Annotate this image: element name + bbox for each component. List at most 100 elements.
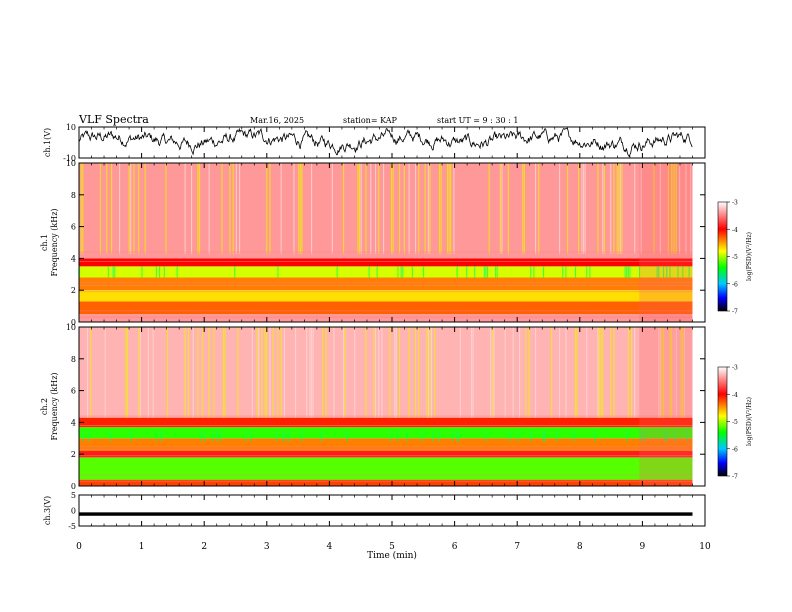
spectrogram-stripe <box>408 163 410 254</box>
time-tick-label: 7 <box>514 542 520 552</box>
spectrogram-stripe <box>544 430 546 442</box>
spectrogram-stripe <box>139 327 141 418</box>
spectrogram-stripe <box>90 327 92 418</box>
spectrogram-stripe <box>375 163 377 254</box>
spectrogram-stripe <box>677 266 679 278</box>
date-label: Mar.16, 2025 <box>250 116 304 125</box>
spectrogram-stripe <box>282 430 284 442</box>
spectrogram-stripe <box>586 327 588 418</box>
spectrogram-stripe <box>160 430 162 442</box>
spectrogram-band <box>79 290 693 302</box>
colorbar-tick-label: -6 <box>732 446 738 453</box>
spectrogram-stripe <box>301 163 303 254</box>
spectrogram-stripe <box>383 163 385 254</box>
ch1-ylabel: ch.1(V) <box>43 128 52 157</box>
spectrogram-stripe <box>312 327 314 418</box>
spectrogram-stripe <box>197 163 199 254</box>
spectrogram-stripe <box>264 327 266 418</box>
spectrogram-stripe <box>573 430 575 442</box>
spectrogram-stripe <box>293 163 295 254</box>
time-axis-label: Time (min) <box>367 550 417 561</box>
start-ut-label: start UT = 9 : 30 : 1 <box>437 116 518 125</box>
spectrogram-stripe <box>493 327 495 418</box>
spectrogram-stripe <box>221 163 223 254</box>
spectrogram-band <box>79 417 693 428</box>
spectrogram-stripe <box>357 163 359 254</box>
spectrogram-stripe <box>418 327 420 418</box>
spectrogram-ytick-label: 8 <box>71 355 76 364</box>
spectrogram-stripe <box>424 163 426 254</box>
spectrogram-stripe <box>485 430 487 442</box>
ch2-spectrogram-panel: 0 2 4 6 8 10 ch.2 Frequency (kHz) <box>40 323 706 491</box>
spectrogram-stripe <box>429 327 431 418</box>
spectrogram-stripe <box>400 266 402 278</box>
spectrogram-stripe <box>261 327 263 418</box>
spectrogram-stripe <box>584 163 586 254</box>
spectrogram-stripe <box>434 327 436 418</box>
spectrogram-stripe <box>343 163 345 254</box>
spectrogram-stripe <box>216 430 218 442</box>
spectrogram-ytick-label: 0 <box>71 482 76 491</box>
spectrogram-stripe <box>640 163 642 254</box>
spectrogram-stripe <box>360 163 362 254</box>
spectrogram-stripe <box>322 327 324 418</box>
spectrogram-stripe <box>675 163 677 254</box>
spectrogram-stripe <box>653 163 655 254</box>
spectrogram-band <box>79 258 693 267</box>
spectrogram-stripe <box>147 327 149 418</box>
spectrogram-stripe <box>354 327 356 418</box>
spectrogram-stripe <box>245 430 247 442</box>
spectrogram-stripe <box>680 327 682 418</box>
spectrogram-stripe <box>453 163 455 254</box>
spectrogram-stripe <box>192 327 194 418</box>
spectrogram-stripe <box>586 266 588 278</box>
spectrogram-stripe <box>155 430 157 442</box>
spectrogram-ytick-label: 6 <box>71 387 76 396</box>
spectrogram-stripe <box>306 327 308 418</box>
ch1-waveform-trace <box>78 127 693 158</box>
spectrogram-stripe <box>626 430 628 442</box>
spectrogram-stripe <box>130 163 132 254</box>
spectrogram-stripe <box>499 163 501 254</box>
spectrogram-stripe <box>378 163 380 254</box>
spectrogram-stripe <box>88 430 90 442</box>
spectrogram-stripe <box>165 163 167 254</box>
spectrogram-stripe <box>663 327 665 418</box>
ch1-colorbar: -3 -4 -5 -6 -7 log(PSD)(V²/Hz) <box>717 200 753 316</box>
spectrogram-stripe <box>119 163 121 254</box>
spectrogram-stripe <box>487 266 489 278</box>
spectrogram-stripe <box>392 163 394 254</box>
spectrogram-band <box>79 457 693 480</box>
spectrogram-stripe <box>106 163 108 254</box>
spectrogram-stripe <box>87 327 89 418</box>
spectrogram-stripe <box>578 163 580 254</box>
spectrogram-stripe <box>418 163 420 254</box>
spectrogram-stripe <box>213 327 215 418</box>
spectrogram-stripe <box>491 327 493 418</box>
spectrogram-ytick-label: 4 <box>71 418 76 427</box>
spectrogram-stripe <box>528 327 530 418</box>
spectrogram-stripe <box>613 327 615 418</box>
spectrogram-stripe <box>530 266 532 278</box>
ch3-ytick-label: 5 <box>71 491 76 500</box>
spectrogram-stripe <box>203 430 205 442</box>
spectrogram-stripe <box>523 163 525 254</box>
spectrogram-stripe <box>298 163 300 254</box>
colorbar-tick-label: -7 <box>732 309 738 316</box>
spectrogram-stripe <box>512 327 514 418</box>
spectrogram-stripe <box>280 163 282 254</box>
spectrogram-stripe <box>517 430 519 442</box>
spectrogram-stripe <box>208 327 210 418</box>
time-tick-label: 8 <box>577 542 583 552</box>
time-tick-label: 2 <box>201 542 207 552</box>
spectrogram-stripe <box>682 327 684 418</box>
ch3-ylabel: ch.3(V) <box>43 496 52 525</box>
spectrogram-stripe <box>624 266 626 278</box>
spectrogram-stripe <box>376 266 378 278</box>
spectrogram-stripe <box>450 163 452 254</box>
spectrogram-stripe <box>682 266 684 278</box>
spectrogram-stripe <box>687 430 689 442</box>
spectrogram-stripe <box>375 327 377 418</box>
ch1-ytick-label: -10 <box>63 154 76 163</box>
time-tick-label: 3 <box>264 542 270 552</box>
